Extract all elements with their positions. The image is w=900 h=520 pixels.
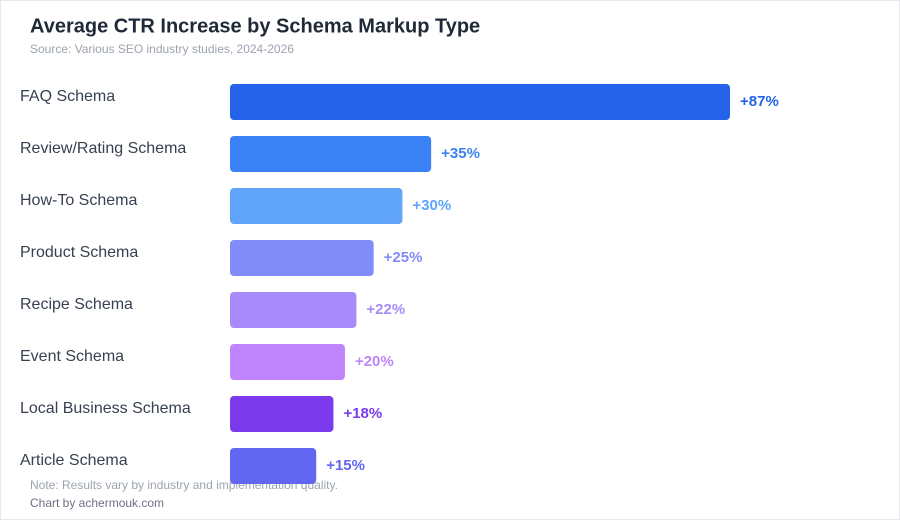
bar	[230, 84, 730, 120]
value-label: +87%	[740, 93, 779, 110]
category-label: Local Business Schema	[20, 400, 191, 417]
category-label: Product Schema	[20, 244, 138, 261]
bar	[230, 292, 357, 328]
category-label: Event Schema	[20, 348, 124, 365]
category-label: How-To Schema	[20, 192, 137, 209]
value-label: +20%	[355, 353, 394, 370]
bar	[230, 240, 374, 276]
bar	[230, 188, 403, 224]
chart-title: Average CTR Increase by Schema Markup Ty…	[30, 15, 480, 37]
bar	[230, 136, 432, 172]
bar	[230, 448, 317, 484]
category-label: Recipe Schema	[20, 296, 133, 313]
value-label: +30%	[412, 197, 451, 214]
value-label: +25%	[384, 249, 423, 266]
category-label: Review/Rating Schema	[20, 140, 186, 157]
category-label: Article Schema	[20, 452, 128, 469]
value-label: +18%	[343, 405, 382, 422]
category-label: FAQ Schema	[20, 88, 115, 105]
value-label: +15%	[326, 457, 365, 474]
bar	[230, 344, 345, 380]
chart-subtitle: Source: Various SEO industry studies, 20…	[30, 42, 294, 56]
bar	[230, 396, 334, 432]
value-label: +22%	[366, 301, 405, 318]
value-label: +35%	[441, 145, 480, 162]
credit: Chart by achermouk.com	[30, 496, 164, 510]
